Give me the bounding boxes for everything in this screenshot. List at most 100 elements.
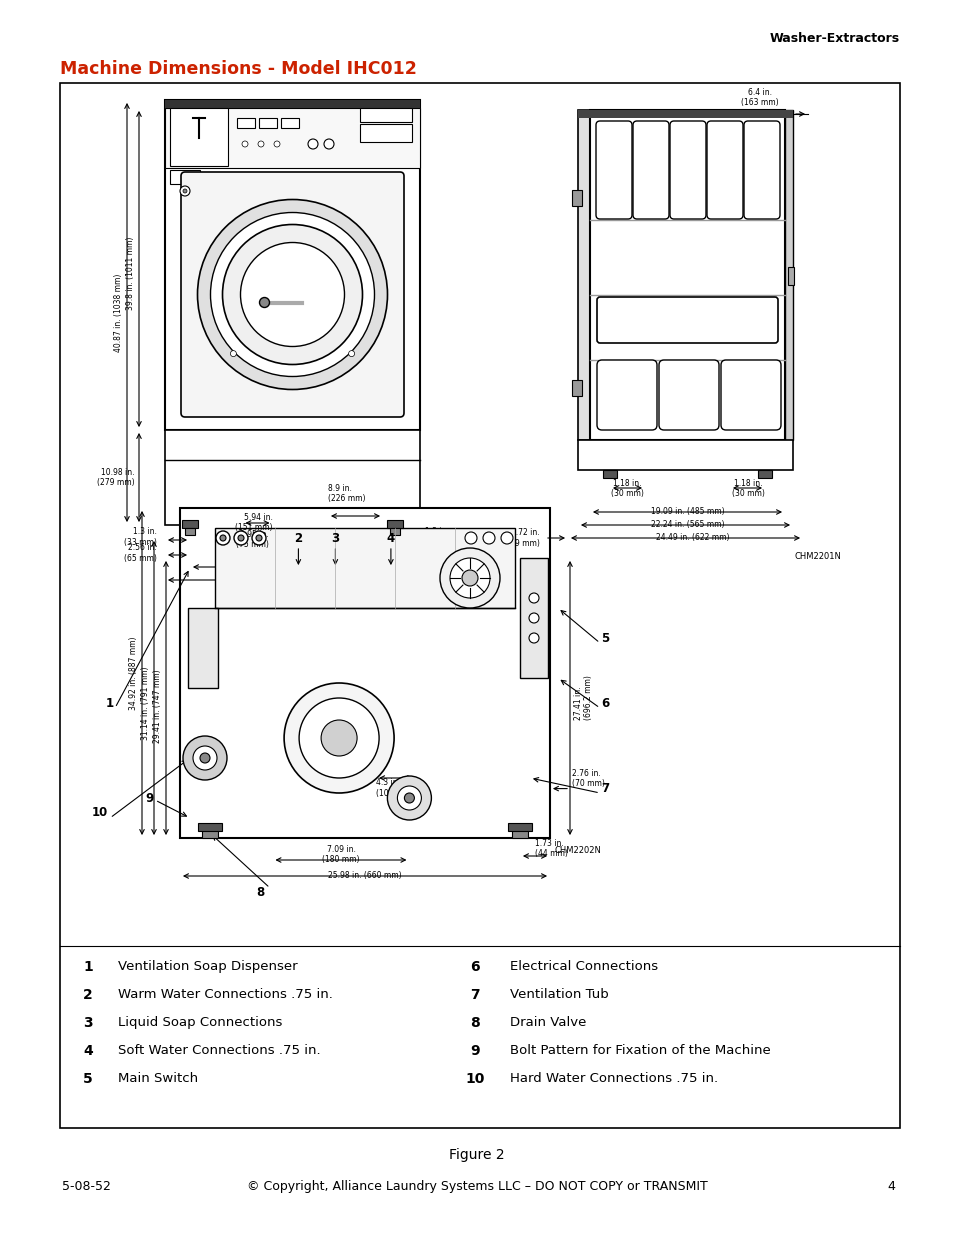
Circle shape xyxy=(299,698,378,778)
Text: Ventilation Soap Dispenser: Ventilation Soap Dispenser xyxy=(118,960,297,973)
Bar xyxy=(170,170,200,184)
Text: 5.94 in.
(151 mm): 5.94 in. (151 mm) xyxy=(234,513,273,532)
Text: Warm Water Connections .75 in.: Warm Water Connections .75 in. xyxy=(118,988,333,1002)
Bar xyxy=(198,823,222,831)
Circle shape xyxy=(450,558,490,598)
Circle shape xyxy=(252,531,266,545)
Bar xyxy=(185,529,194,535)
FancyBboxPatch shape xyxy=(633,121,668,219)
Text: CHM2201N: CHM2201N xyxy=(794,552,841,561)
Circle shape xyxy=(348,351,355,357)
Text: 39.8 in. (1011 mm): 39.8 in. (1011 mm) xyxy=(126,236,135,310)
Bar xyxy=(359,124,412,142)
Text: 1: 1 xyxy=(83,960,92,974)
Bar xyxy=(578,440,792,471)
Circle shape xyxy=(324,140,334,149)
Bar xyxy=(258,119,276,128)
Text: Drain Valve: Drain Valve xyxy=(510,1016,586,1029)
Circle shape xyxy=(242,141,248,147)
Circle shape xyxy=(464,532,476,543)
Text: CHM2200N: CHM2200N xyxy=(430,587,476,597)
Text: Machine Dimensions - Model IHC012: Machine Dimensions - Model IHC012 xyxy=(60,61,416,78)
Circle shape xyxy=(321,720,356,756)
Text: Hard Water Connections .75 in.: Hard Water Connections .75 in. xyxy=(510,1072,718,1086)
Text: 8: 8 xyxy=(255,887,264,899)
Text: 34.92 in. (887 mm): 34.92 in. (887 mm) xyxy=(129,636,138,710)
Circle shape xyxy=(259,298,269,308)
Text: 10: 10 xyxy=(465,1072,484,1086)
Text: 7: 7 xyxy=(600,782,608,794)
Text: 2.56 in.
(65 mm): 2.56 in. (65 mm) xyxy=(424,543,457,563)
Circle shape xyxy=(222,225,362,364)
Bar xyxy=(387,520,402,529)
Text: 10.98 in.
(279 mm): 10.98 in. (279 mm) xyxy=(97,468,135,487)
Text: Figure 2: Figure 2 xyxy=(449,1149,504,1162)
Circle shape xyxy=(240,242,344,347)
Bar xyxy=(165,107,419,168)
Text: CHM2202N: CHM2202N xyxy=(555,846,601,855)
Bar xyxy=(572,190,581,206)
Text: 9: 9 xyxy=(470,1044,479,1058)
Text: Main Switch: Main Switch xyxy=(118,1072,198,1086)
FancyBboxPatch shape xyxy=(181,172,403,417)
Circle shape xyxy=(461,571,477,585)
Text: 2: 2 xyxy=(294,531,302,545)
Text: 4: 4 xyxy=(386,531,395,545)
Text: 25.98 in. (660 mm): 25.98 in. (660 mm) xyxy=(255,576,329,584)
Circle shape xyxy=(255,535,262,541)
Text: 29.41 in. (747 mm): 29.41 in. (747 mm) xyxy=(152,669,162,743)
Bar xyxy=(758,471,771,478)
Text: 8: 8 xyxy=(470,1016,479,1030)
Circle shape xyxy=(183,736,227,781)
Circle shape xyxy=(193,746,216,769)
Text: 4: 4 xyxy=(886,1179,894,1193)
Bar xyxy=(519,558,547,678)
Bar xyxy=(180,508,550,839)
Text: © Copyright, Alliance Laundry Systems LLC – DO NOT COPY or TRANSMIT: © Copyright, Alliance Laundry Systems LL… xyxy=(247,1179,706,1193)
Bar xyxy=(182,520,198,529)
Text: 8.9 in.
(226 mm): 8.9 in. (226 mm) xyxy=(328,484,365,503)
Text: 4.3 in.
(109 mm): 4.3 in. (109 mm) xyxy=(375,778,414,798)
Circle shape xyxy=(529,613,538,622)
Text: 5-08-52: 5-08-52 xyxy=(62,1179,111,1193)
Circle shape xyxy=(200,753,210,763)
Circle shape xyxy=(257,141,264,147)
FancyBboxPatch shape xyxy=(720,359,781,430)
Bar xyxy=(188,608,218,688)
Circle shape xyxy=(529,593,538,603)
Text: 2.95 in.
(75 mm): 2.95 in. (75 mm) xyxy=(235,530,269,550)
Text: 1.3 in.
(33 mm): 1.3 in. (33 mm) xyxy=(424,527,457,547)
Text: 22.24 in. (565 mm): 22.24 in. (565 mm) xyxy=(650,520,723,529)
Text: 6: 6 xyxy=(470,960,479,974)
FancyBboxPatch shape xyxy=(743,121,780,219)
Bar xyxy=(390,529,399,535)
Bar xyxy=(507,823,532,831)
Circle shape xyxy=(387,776,431,820)
Text: 7.09 in.
(180 mm): 7.09 in. (180 mm) xyxy=(322,845,359,864)
Circle shape xyxy=(500,532,513,543)
Text: 24.49 in. (622 mm): 24.49 in. (622 mm) xyxy=(655,534,728,542)
Text: 1.18 in.
(30 mm): 1.18 in. (30 mm) xyxy=(610,479,642,498)
Text: 20.87 in. (530 mm): 20.87 in. (530 mm) xyxy=(255,562,329,571)
Circle shape xyxy=(211,212,375,377)
FancyBboxPatch shape xyxy=(597,296,778,343)
Text: 2: 2 xyxy=(83,988,92,1002)
Bar xyxy=(784,110,792,440)
Circle shape xyxy=(284,683,394,793)
Text: 7: 7 xyxy=(470,988,479,1002)
Bar xyxy=(60,83,899,1128)
Text: Soft Water Connections .75 in.: Soft Water Connections .75 in. xyxy=(118,1044,320,1057)
Text: 27.41 in.
(696.2 mm): 27.41 in. (696.2 mm) xyxy=(574,676,593,720)
Bar xyxy=(602,471,617,478)
Text: Bolt Pattern for Fixation of the Machine: Bolt Pattern for Fixation of the Machine xyxy=(510,1044,770,1057)
Circle shape xyxy=(237,535,244,541)
FancyBboxPatch shape xyxy=(596,121,631,219)
Bar xyxy=(165,430,419,525)
Text: 19.09 in. (485 mm): 19.09 in. (485 mm) xyxy=(650,508,723,516)
Circle shape xyxy=(180,186,190,196)
Text: Washer-Extractors: Washer-Extractors xyxy=(769,32,899,44)
Text: 4: 4 xyxy=(83,1044,92,1058)
FancyBboxPatch shape xyxy=(669,121,705,219)
Text: 6.4 in.
(163 mm): 6.4 in. (163 mm) xyxy=(740,88,778,107)
Bar xyxy=(512,827,527,839)
